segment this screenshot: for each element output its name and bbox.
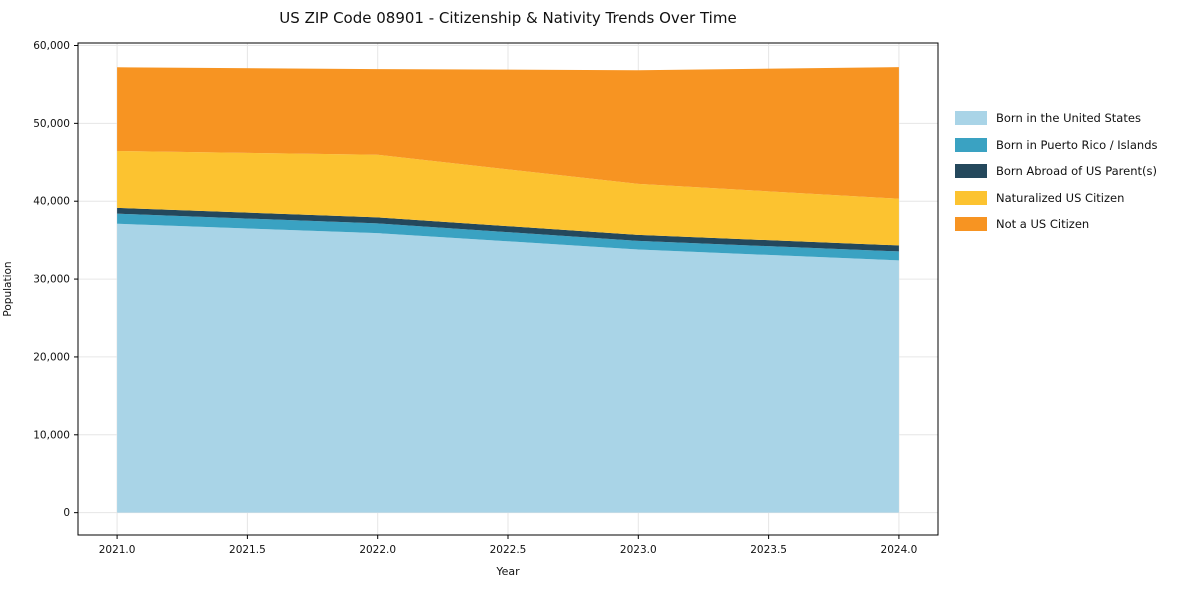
ytick-label-0: 0 (63, 507, 70, 519)
legend-item-born-in-the-united-states: Born in the United States (955, 111, 1158, 125)
area-naturalized-us-citizen (117, 150, 899, 246)
legend-label: Born in the United States (996, 111, 1141, 125)
ytick-label-10,000: 10,000 (33, 429, 70, 441)
legend-swatch-icon (955, 137, 987, 152)
area-born-in-the-united-states (117, 223, 899, 513)
legend: Born in the United States Born in Puerto … (955, 111, 1158, 231)
x-axis-label: Year (496, 565, 520, 578)
legend-label: Born in Puerto Rico / Islands (996, 137, 1158, 152)
tick-labels: 2021.0 2021.5 2022.0 2022.5 2023.0 2023.5 2024… (33, 40, 917, 556)
xtick-label-2024.0: 2024.0 (881, 544, 918, 556)
legend-label: Born Abroad of US Parent(s) (996, 164, 1157, 178)
tick-marks (74, 44, 900, 539)
legend-item-born-abroad-of-us-parent-s: Born Abroad of US Parent(s) (955, 164, 1158, 178)
xtick-label-2023.5: 2023.5 (750, 544, 787, 556)
legend-swatch-icon (955, 111, 987, 125)
legend-swatch-icon (955, 190, 987, 205)
area-not-a-us-citizen (117, 67, 899, 199)
area-born-abroad-of-us-parent-s (117, 207, 899, 252)
legend-item-born-in-puerto-rico-islands: Born in Puerto Rico / Islands (955, 137, 1158, 152)
ytick-label-30,000: 30,000 (33, 274, 70, 286)
legend-item-not-a-us-citizen: Not a US Citizen (955, 217, 1158, 231)
xtick-label-2022.0: 2022.0 (359, 544, 396, 556)
legend-label: Not a US Citizen (996, 217, 1090, 231)
xtick-label-2021.0: 2021.0 (99, 544, 136, 556)
xtick-label-2023.0: 2023.0 (620, 544, 657, 556)
ytick-label-40,000: 40,000 (33, 196, 70, 208)
legend-swatch-icon (955, 164, 987, 178)
ytick-label-20,000: 20,000 (33, 351, 70, 363)
legend-label: Naturalized US Citizen (996, 190, 1125, 205)
ytick-label-50,000: 50,000 (33, 118, 70, 130)
xtick-label-2022.5: 2022.5 (490, 544, 527, 556)
ytick-label-60,000: 60,000 (33, 40, 70, 52)
stacked-areas (117, 67, 899, 513)
area-born-in-puerto-rico-islands (117, 213, 899, 261)
xtick-label-2021.5: 2021.5 (229, 544, 266, 556)
chart-title: US ZIP Code 08901 - Citizenship & Nativi… (279, 9, 737, 27)
legend-item-naturalized-us-citizen: Naturalized US Citizen (955, 190, 1158, 205)
legend-swatch-icon (955, 217, 987, 231)
